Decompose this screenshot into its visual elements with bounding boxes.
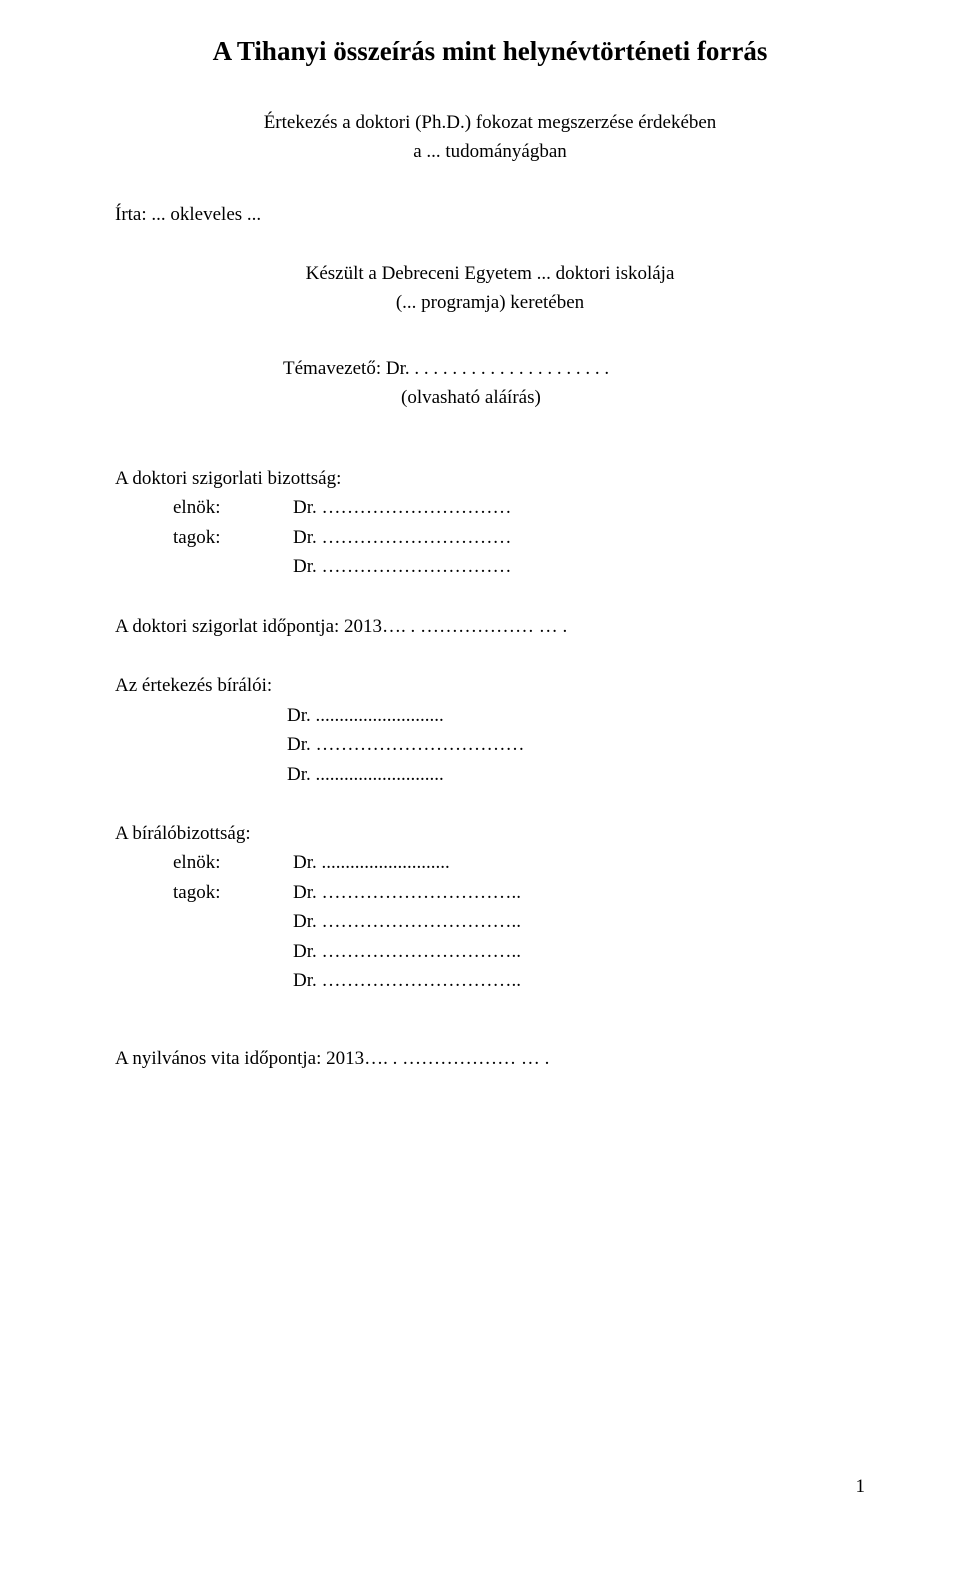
reviewers-heading: Az értekezés bírálói:	[115, 671, 865, 700]
reviewers-section: Az értekezés bírálói: Dr. ..............…	[115, 671, 865, 789]
defence-tagok-value-4: Dr. …………………………..	[293, 966, 865, 995]
subtitle-line-2: a ... tudományágban	[115, 138, 865, 167]
defence-empty-label-2	[173, 937, 293, 966]
defence-empty-label-3	[173, 966, 293, 995]
committee-elnok-value: Dr. …………………………	[293, 493, 865, 522]
defence-committee-heading: A bírálóbizottság:	[115, 819, 865, 848]
supervisor-block: Témavezető: Dr. . . . . . . . . . . . . …	[283, 355, 865, 412]
defence-tagok-value-3: Dr. …………………………..	[293, 937, 865, 966]
defence-elnok-value: Dr. ...........................	[293, 848, 865, 877]
defence-empty-label-1	[173, 907, 293, 936]
defence-committee-section: A bírálóbizottság: elnök: Dr. ..........…	[115, 819, 865, 996]
prepared-block: Készült a Debreceni Egyetem ... doktori …	[115, 260, 865, 317]
exam-date-line: A doktori szigorlat időpontja: 2013…. . …	[115, 612, 865, 641]
prepared-line-2: (... programja) keretében	[115, 289, 865, 318]
committee-elnok-label: elnök:	[173, 493, 293, 522]
exam-committee-heading: A doktori szigorlati bizottság:	[115, 464, 865, 493]
reviewer-2: Dr. ……………………………	[287, 730, 865, 759]
public-defence-date: A nyilvános vita időpontja: 2013…. . …………	[115, 1044, 865, 1073]
supervisor-signature: (olvasható aláírás)	[401, 384, 865, 413]
document-title: A Tihanyi összeírás mint helynévtörténet…	[115, 36, 865, 67]
author-line: Írta: ... okleveles ...	[115, 204, 865, 226]
exam-committee-section: A doktori szigorlati bizottság: elnök: D…	[115, 464, 865, 582]
page-number: 1	[856, 1476, 866, 1498]
reviewer-1: Dr. ...........................	[287, 701, 865, 730]
subtitle-line-1: Értekezés a doktori (Ph.D.) fokozat megs…	[115, 109, 865, 138]
committee-empty-label	[173, 552, 293, 581]
defence-tagok-value-1: Dr. …………………………..	[293, 878, 865, 907]
committee-tagok-value-2: Dr. …………………………	[293, 552, 865, 581]
committee-tagok-label: tagok:	[173, 523, 293, 552]
committee-tagok-value-1: Dr. …………………………	[293, 523, 865, 552]
supervisor-label: Témavezető: Dr. . . . . . . . . . . . . …	[283, 355, 865, 384]
subtitle-block: Értekezés a doktori (Ph.D.) fokozat megs…	[115, 109, 865, 166]
prepared-line-1: Készült a Debreceni Egyetem ... doktori …	[115, 260, 865, 289]
defence-tagok-value-2: Dr. …………………………..	[293, 907, 865, 936]
defence-tagok-label: tagok:	[173, 878, 293, 907]
defence-elnok-label: elnök:	[173, 848, 293, 877]
reviewer-3: Dr. ...........................	[287, 760, 865, 789]
